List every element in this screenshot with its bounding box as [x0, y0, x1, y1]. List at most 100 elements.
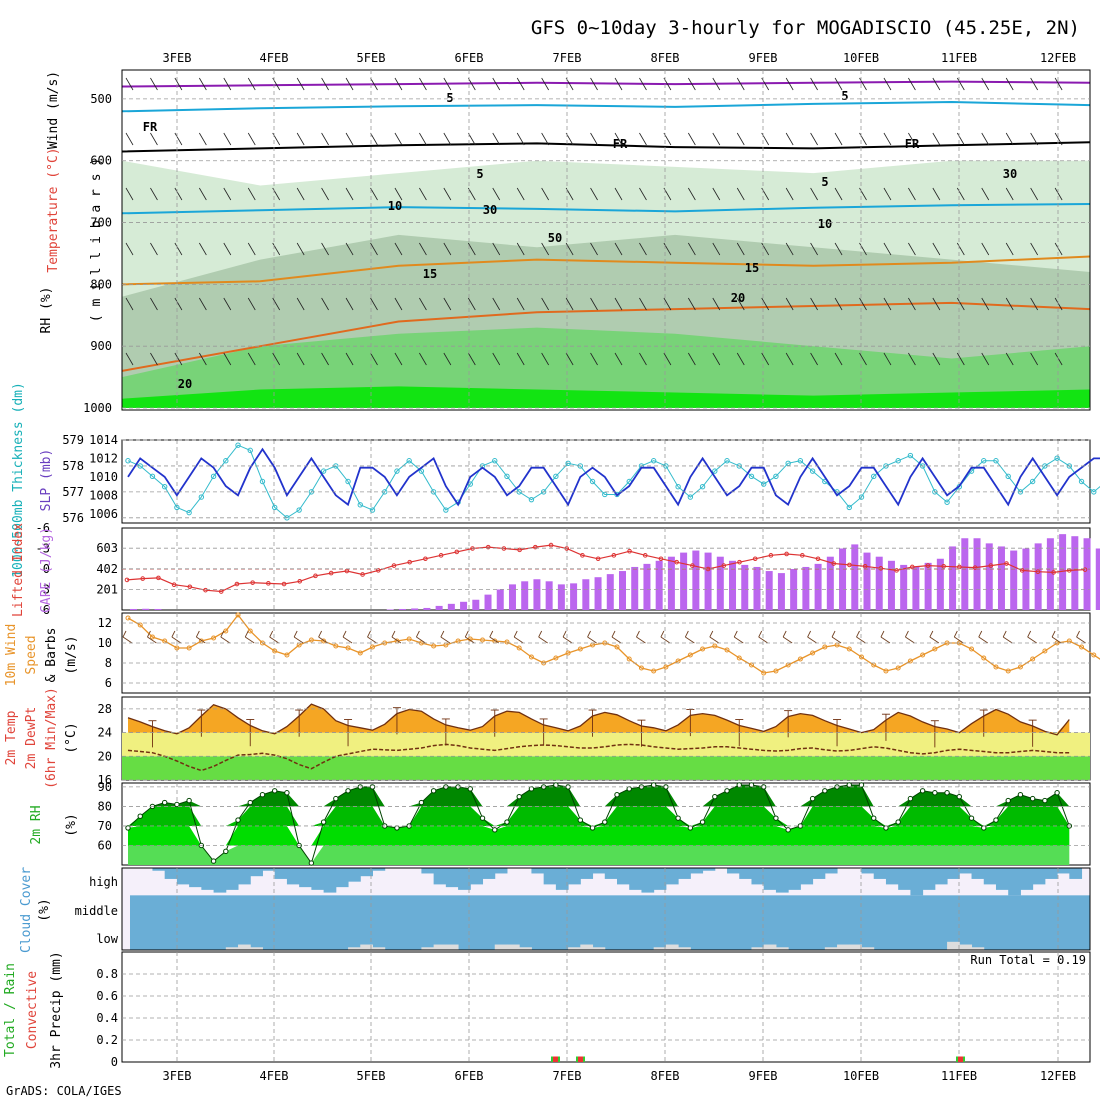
wind-barb [1030, 132, 1038, 146]
li-marker [784, 551, 789, 557]
wind-barb [419, 77, 427, 91]
wind-barb [639, 132, 647, 146]
wind-barb [785, 242, 794, 256]
pressure-tick: 800 [90, 277, 112, 291]
temp2m-label-a: 2m Temp [4, 710, 19, 765]
thickness-marker [993, 458, 999, 464]
date-label-top: 6FEB [455, 51, 484, 65]
rh2m-tick: 80 [98, 799, 112, 813]
wind-barb [785, 187, 794, 201]
rh2m-marker [712, 793, 718, 800]
slp-frame [121, 439, 1091, 524]
wind10-barb [318, 636, 328, 644]
rh2m-marker [687, 825, 694, 831]
wind-barb [419, 132, 427, 146]
temp2m-label-b: 2m DewPt [24, 707, 39, 770]
thickness-marker [406, 458, 412, 464]
wind10-barb [684, 630, 689, 638]
date-label-bottom: 12FEB [1040, 1069, 1076, 1083]
cape-bar [398, 608, 406, 610]
rh2m-marker [320, 819, 327, 825]
wind-speed-marker [345, 645, 351, 651]
wind-barb [443, 297, 452, 311]
wind-speed-marker [504, 639, 510, 645]
wind-barb [712, 77, 721, 91]
precip-tick: 0.8 [96, 967, 118, 981]
wind-speed-marker [333, 643, 339, 649]
wind10-tick: 6 [105, 676, 112, 690]
date-label-top: 4FEB [260, 51, 289, 65]
thickness-marker [797, 458, 804, 464]
wind-barb [956, 242, 965, 256]
rh2m-marker [919, 788, 926, 794]
cape-bar [716, 556, 724, 610]
rh2m-marker [161, 799, 168, 806]
wind-speed-marker [859, 654, 864, 660]
wind-speed-line [127, 613, 1100, 674]
cloud-low-bar [665, 944, 679, 950]
wind10-barb [513, 630, 518, 638]
li-marker [909, 564, 915, 570]
wind-barb [370, 77, 378, 91]
rh2m-marker [589, 825, 596, 831]
cape-bar [667, 556, 675, 610]
li-marker [595, 556, 601, 562]
wind-speed-marker [1079, 644, 1085, 650]
cape-bar [582, 579, 590, 610]
cloud-high-bar [922, 868, 936, 890]
wind-speed-marker [431, 643, 437, 649]
temp2m-tick: 16 [98, 773, 112, 787]
wind-speed-marker [748, 662, 754, 668]
cape-bar [997, 546, 1005, 610]
wind-barb [1054, 187, 1063, 201]
contour-label: 5 [821, 175, 828, 189]
wind-barb [785, 297, 794, 311]
date-label-bottom: 9FEB [749, 1069, 778, 1083]
wind-barb [125, 187, 134, 201]
cloud-high-bar [225, 868, 239, 890]
wind-barb [810, 77, 818, 91]
cloud-low-bar [751, 947, 765, 950]
rh2m-marker [308, 860, 315, 866]
contour-label: 10 [388, 199, 402, 213]
cloud-high-bar [800, 868, 814, 885]
wind10-barb [122, 636, 133, 644]
cloud-high-bar [201, 868, 215, 890]
wind-barb [174, 242, 183, 256]
isotherm-purple [121, 80, 1091, 88]
rh2m-marker [1029, 795, 1036, 802]
cloud-high-bar [458, 868, 471, 890]
wind-speed-marker [736, 655, 742, 661]
cloud-high-bar [482, 868, 496, 879]
cloud-unit: (%) [37, 898, 52, 921]
wind-barb [1005, 77, 1014, 91]
wind10-barb [660, 630, 665, 638]
wind10-barb [415, 630, 420, 638]
wind-speed-marker [577, 646, 583, 652]
cape-bar [826, 556, 834, 610]
wind-barb [1054, 242, 1063, 256]
wind-barb [761, 352, 770, 366]
wind10-barb [978, 630, 983, 638]
wind-barb [296, 187, 305, 201]
wind-barb [150, 187, 158, 201]
isotherm-line [121, 301, 1091, 372]
wind-barb [223, 352, 232, 366]
wind-barb [956, 132, 965, 146]
wind-speed-marker [211, 635, 217, 641]
li-marker [533, 544, 538, 550]
wind-barb [785, 77, 794, 91]
thickness-marker [1091, 489, 1097, 495]
thickness-marker [748, 473, 755, 480]
cloud-high-bar [1032, 868, 1046, 885]
cape-bar [411, 608, 419, 610]
wind-barb [1030, 187, 1038, 201]
panels-group: 3FEB 3FEB 4FEB 4FEB 5FEB 5FEB 6FEB 6FEB 7FEB 7FEB… [3, 51, 1100, 1083]
thickness-marker [1054, 455, 1060, 461]
thickness-marker [687, 494, 694, 500]
wind10-barb [245, 636, 255, 644]
temp-line [127, 703, 1070, 736]
rh2m-marker [871, 815, 877, 821]
li-marker [281, 581, 287, 587]
